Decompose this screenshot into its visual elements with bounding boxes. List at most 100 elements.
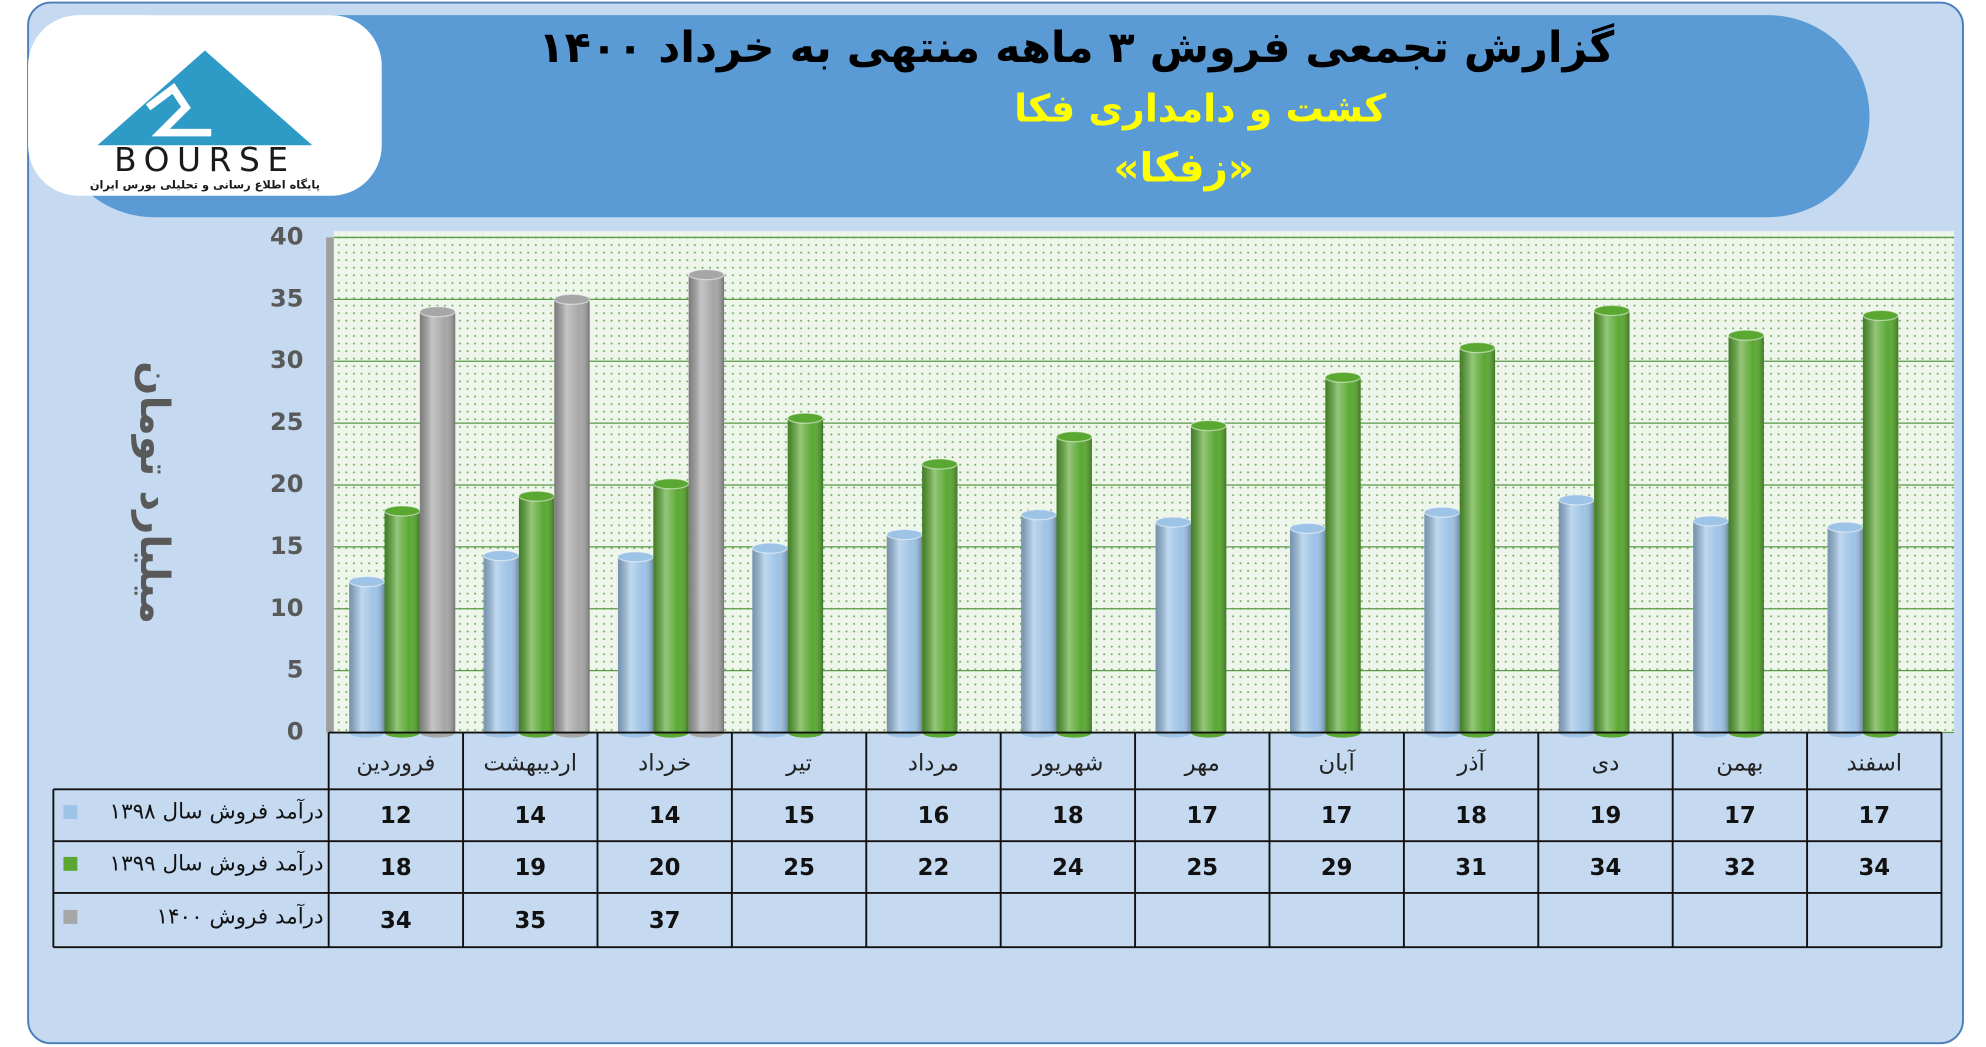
logo: BOURSE پایگاه اطلاع رسانی و تحلیلی بورس … — [28, 15, 382, 196]
x-tick-label: آبان — [1319, 749, 1357, 777]
table-value: 14 — [649, 803, 681, 829]
plot-area — [333, 231, 1955, 733]
table-value: 25 — [1186, 855, 1218, 881]
table-value: 17 — [1321, 803, 1353, 829]
bar-cap — [1289, 522, 1326, 534]
table-value: 17 — [1724, 803, 1756, 829]
legend-swatch — [63, 805, 78, 820]
table-value: 34 — [380, 908, 412, 934]
bar-shading — [1289, 528, 1326, 733]
y-axis-wall — [326, 237, 334, 733]
x-tick-label: اردیبهشت — [483, 751, 577, 777]
table-value: 17 — [1858, 803, 1890, 829]
table-value: 24 — [1052, 855, 1084, 881]
bar-shading — [419, 311, 456, 733]
bar-cap — [553, 293, 591, 306]
bar-shading — [1594, 310, 1630, 733]
legend-label: درآمد فروش ۱۴۰۰ — [157, 903, 324, 930]
bar-shading — [1190, 425, 1227, 733]
bar-cap — [1593, 304, 1631, 317]
y-tick-label: 35 — [270, 284, 303, 312]
bar-shading — [886, 534, 923, 733]
x-tick-label: اسفند — [1846, 751, 1902, 777]
y-tick-label: 5 — [287, 656, 304, 684]
table-value: 22 — [918, 855, 950, 881]
table-value: 18 — [380, 855, 412, 881]
bar-shading — [554, 299, 590, 733]
y-tick-label: 10 — [270, 594, 303, 622]
logo-tagline: پایگاه اطلاع رسانی و تحلیلی بورس ایران — [90, 178, 320, 192]
bar-shading — [1728, 335, 1764, 733]
bar-cap — [886, 528, 923, 541]
bar-shading — [752, 548, 788, 733]
bar-shading — [617, 556, 654, 733]
bar-cap — [1558, 494, 1595, 506]
bar-cap — [1423, 506, 1461, 518]
bar-cap — [1727, 329, 1765, 341]
x-tick-label: فروردین — [356, 751, 435, 777]
bar-cap — [348, 575, 386, 588]
bar-cap — [1862, 309, 1899, 322]
bar-cap — [787, 412, 824, 424]
bar-cap — [1055, 431, 1093, 443]
bar-cap — [1190, 419, 1227, 432]
table-value: 32 — [1724, 855, 1756, 881]
legend-swatch — [63, 909, 78, 924]
table-value: 15 — [783, 803, 815, 829]
bar-shading — [518, 496, 555, 733]
bar-cap — [482, 549, 520, 562]
y-axis-label: میلیارد تومان — [131, 361, 179, 624]
table-value: 34 — [1590, 855, 1622, 881]
bar-cap — [1154, 516, 1192, 528]
bar-shading — [483, 555, 519, 733]
y-tick-label: 0 — [287, 718, 304, 746]
bar-cap — [1692, 515, 1730, 527]
x-tick-label: دی — [1592, 751, 1620, 777]
bar-shading — [1862, 315, 1899, 733]
table-value: 25 — [783, 855, 815, 881]
table-value: 35 — [514, 908, 546, 934]
y-tick-label: 25 — [270, 408, 303, 436]
x-tick-label: مرداد — [908, 751, 959, 777]
symbol: «زفکا» — [1113, 144, 1254, 192]
x-tick-label: مهر — [1184, 751, 1220, 777]
x-tick-label: تیر — [785, 751, 812, 777]
table-value: 19 — [1590, 803, 1622, 829]
bar-shading — [1424, 512, 1460, 733]
table-value: 19 — [514, 855, 546, 881]
header-banner — [53, 15, 1870, 218]
bar-shading — [1325, 377, 1361, 733]
bar-cap — [688, 268, 725, 281]
bar-cap — [921, 458, 959, 470]
bar-shading — [787, 418, 824, 733]
bar-cap — [652, 478, 690, 490]
bar-cap — [419, 306, 456, 318]
table-value: 12 — [380, 803, 412, 829]
chart-title: گزارش تجمعی فروش ۳ ماهه منتهی به خرداد ۱… — [538, 22, 1614, 73]
bar-shading — [922, 463, 958, 733]
bar-shading — [349, 581, 385, 733]
table-value: 18 — [1052, 803, 1084, 829]
table-bg — [53, 789, 1942, 948]
legend-label: درآمد فروش سال ۱۳۹۹ — [110, 850, 324, 877]
table-value: 34 — [1858, 855, 1890, 881]
bar-shading — [1693, 520, 1729, 733]
table-value: 31 — [1455, 855, 1487, 881]
logo-triangle — [97, 50, 313, 146]
bar-cap — [383, 505, 421, 517]
bar-shading — [1021, 514, 1057, 733]
bar-shading — [1056, 436, 1092, 733]
bar-cap — [518, 490, 555, 502]
bar-cap — [617, 551, 654, 563]
table-value: 29 — [1321, 855, 1353, 881]
bar-cap — [1324, 371, 1362, 383]
table-value: 14 — [514, 803, 546, 829]
bar-cap — [751, 542, 789, 554]
bar-shading — [1827, 527, 1863, 733]
bar-shading — [384, 510, 420, 733]
bar-shading — [688, 274, 725, 733]
y-tick-label: 15 — [270, 532, 303, 560]
bar-shading — [1459, 347, 1496, 733]
logo-name: BOURSE — [114, 141, 296, 179]
